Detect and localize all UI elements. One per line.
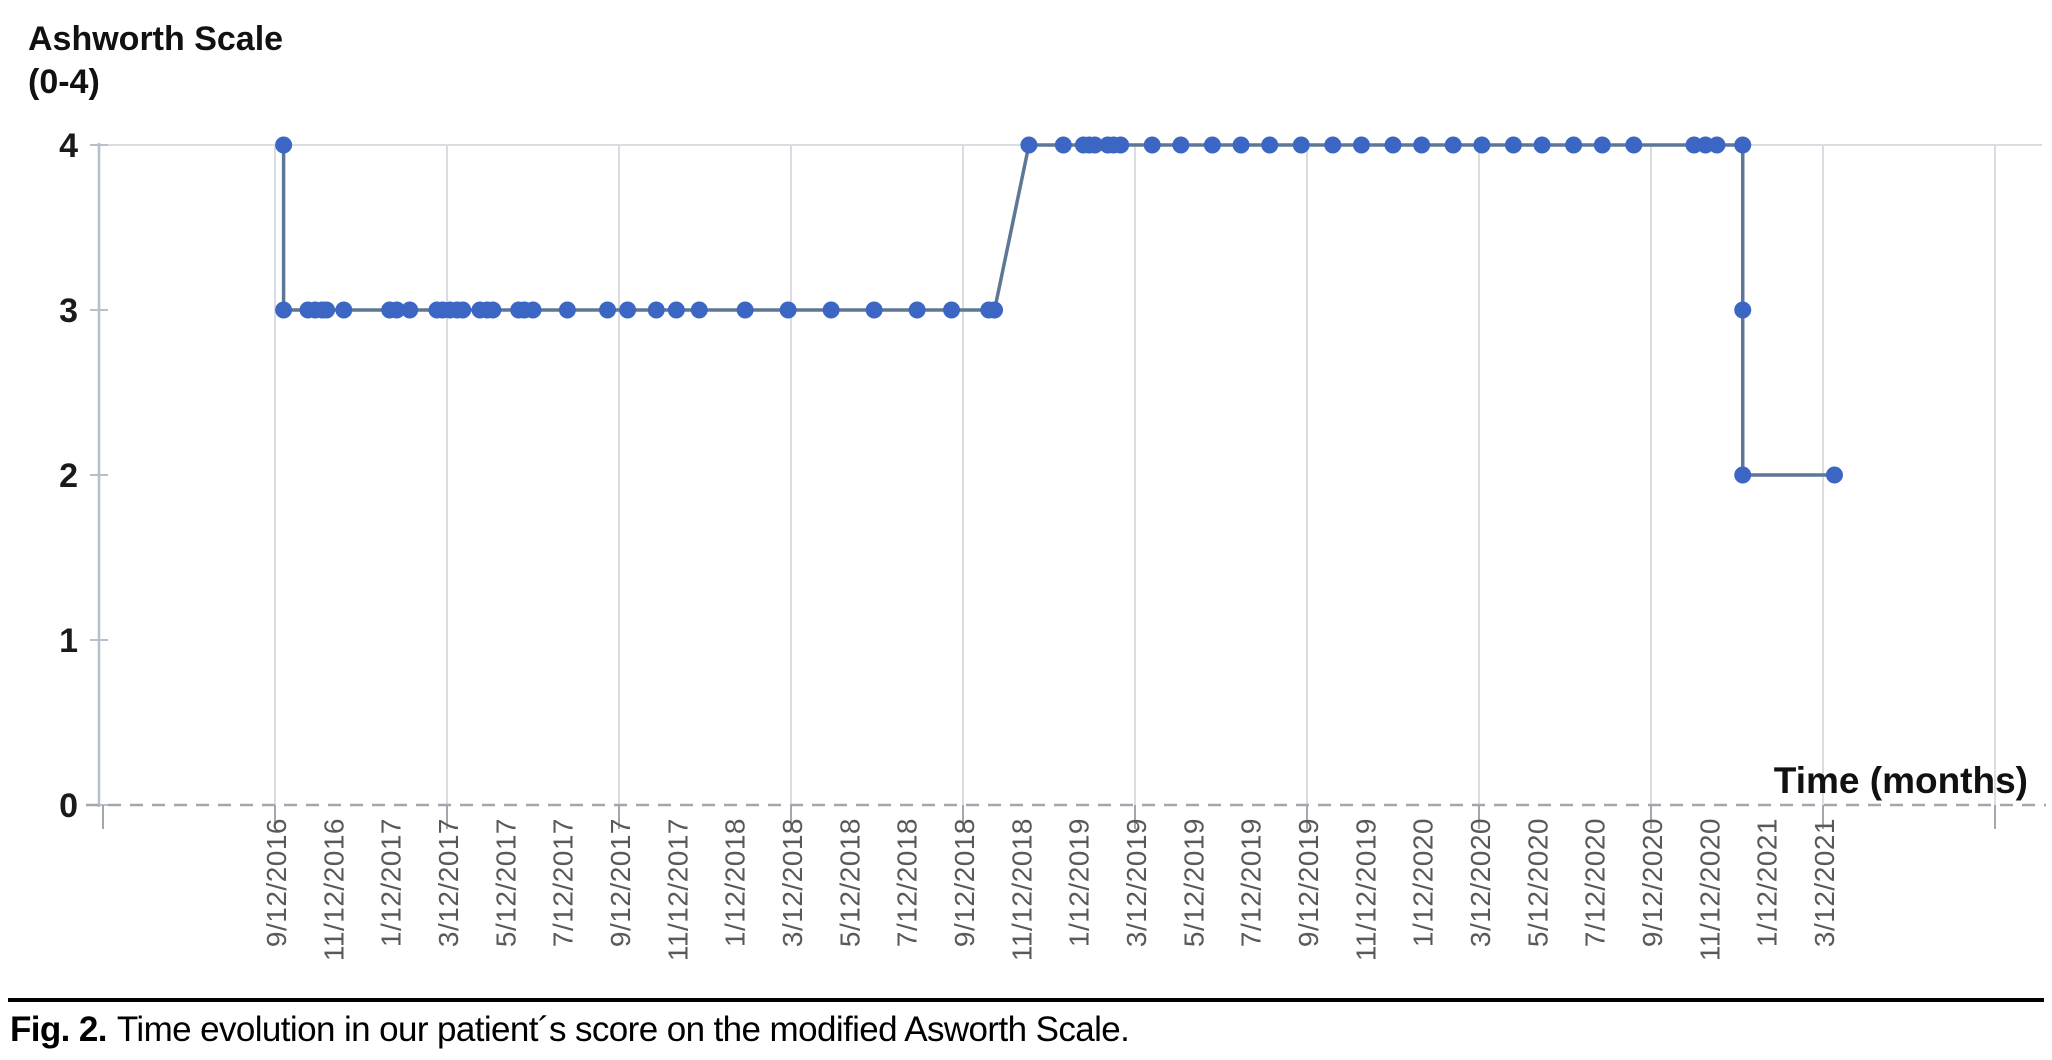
data-point — [1203, 136, 1221, 154]
data-point — [401, 301, 419, 319]
data-point — [1054, 136, 1072, 154]
x-tick-label: 3/12/2017 — [433, 818, 464, 947]
data-point — [1324, 136, 1342, 154]
data-point — [388, 301, 406, 319]
x-tick-label: 7/12/2017 — [548, 818, 579, 947]
figure-caption-label: Fig. 2. — [10, 1010, 108, 1049]
caption-divider — [8, 998, 2044, 1002]
y-tick-label: 4 — [59, 127, 78, 165]
data-point — [1825, 466, 1843, 484]
y-tick-label: 3 — [59, 292, 78, 330]
data-point — [908, 301, 926, 319]
data-point — [275, 301, 293, 319]
data-point — [986, 301, 1004, 319]
x-axis-title: Time (months) — [1773, 760, 2028, 801]
x-tick-label: 1/12/2017 — [376, 818, 407, 947]
x-tick-label: 7/12/2020 — [1580, 818, 1611, 947]
data-point — [1172, 136, 1190, 154]
y-axis-title-line2: (0-4) — [28, 62, 100, 101]
data-point — [943, 301, 961, 319]
data-point — [865, 301, 883, 319]
x-tick-label: 1/12/2019 — [1064, 818, 1095, 947]
data-point — [779, 301, 797, 319]
data-point — [275, 136, 293, 154]
x-tick-label: 5/12/2020 — [1522, 818, 1553, 947]
data-point — [690, 301, 708, 319]
data-point — [1112, 136, 1130, 154]
data-point — [1020, 136, 1038, 154]
x-tick-label: 5/12/2018 — [834, 818, 865, 947]
y-axis-title: Ashworth Scale (0-4) — [28, 18, 283, 103]
data-point — [667, 301, 685, 319]
x-tick-label: 3/12/2021 — [1809, 818, 1840, 947]
data-point — [1473, 136, 1491, 154]
x-tick-label: 9/12/2019 — [1293, 818, 1324, 947]
data-point — [1384, 136, 1402, 154]
data-point — [1565, 136, 1583, 154]
data-point — [822, 301, 840, 319]
data-point — [1086, 136, 1104, 154]
x-tick-label: 7/12/2018 — [892, 818, 923, 947]
data-point — [318, 301, 336, 319]
data-point — [1352, 136, 1370, 154]
data-point — [1734, 466, 1752, 484]
data-point — [1413, 136, 1431, 154]
x-tick-label: 9/12/2017 — [605, 818, 636, 947]
data-point — [1504, 136, 1522, 154]
data-point — [1292, 136, 1310, 154]
data-point — [524, 301, 542, 319]
x-tick-label: 9/12/2018 — [949, 818, 980, 947]
data-point — [1143, 136, 1161, 154]
data-point — [484, 301, 502, 319]
x-tick-label: 11/12/2020 — [1694, 818, 1725, 961]
x-tick-label: 3/12/2018 — [777, 818, 808, 947]
chart-canvas: 0 1 2 3 4 9/12/2016 11/12/2016 1/12/2017 3/12/20… — [59, 127, 2046, 961]
data-point — [736, 301, 754, 319]
data-point — [1734, 136, 1752, 154]
x-tick-label: 9/12/2020 — [1637, 818, 1668, 947]
data-point — [1734, 301, 1752, 319]
data-point — [558, 301, 576, 319]
y-tick-label: 1 — [59, 622, 78, 660]
x-tick-label: 1/12/2021 — [1752, 818, 1783, 947]
y-tick-label: 0 — [59, 787, 78, 825]
data-point — [1232, 136, 1250, 154]
data-point — [1533, 136, 1551, 154]
data-point — [454, 301, 472, 319]
data-point — [1261, 136, 1279, 154]
data-point — [1708, 136, 1726, 154]
figure-caption-text: Time evolution in our patient´s score on… — [116, 1010, 1130, 1049]
x-tick-label: 11/12/2016 — [318, 818, 349, 961]
x-tick-label: 3/12/2020 — [1465, 818, 1496, 947]
x-tick-label: 5/12/2019 — [1178, 818, 1209, 947]
x-tick-label: 11/12/2017 — [662, 818, 693, 961]
figure-caption: Fig. 2. Time evolution in our patient´s s… — [10, 1010, 1130, 1050]
x-tick-label: 7/12/2019 — [1236, 818, 1267, 947]
x-tick-label: 5/12/2017 — [490, 818, 521, 947]
x-tick-label: 1/12/2018 — [720, 818, 751, 947]
x-tick-label: 11/12/2018 — [1006, 818, 1037, 961]
data-point — [619, 301, 637, 319]
data-point — [1625, 136, 1643, 154]
y-axis-title-line1: Ashworth Scale — [28, 20, 284, 58]
x-tick-label: 3/12/2019 — [1121, 818, 1152, 947]
y-tick-label: 2 — [59, 457, 78, 495]
x-tick-label: 1/12/2020 — [1408, 818, 1439, 947]
data-point — [1593, 136, 1611, 154]
x-tick-label: 9/12/2016 — [261, 818, 292, 947]
data-point — [647, 301, 665, 319]
data-point — [335, 301, 353, 319]
data-point — [599, 301, 617, 319]
x-tick-label: 11/12/2019 — [1350, 818, 1381, 961]
data-point — [1444, 136, 1462, 154]
